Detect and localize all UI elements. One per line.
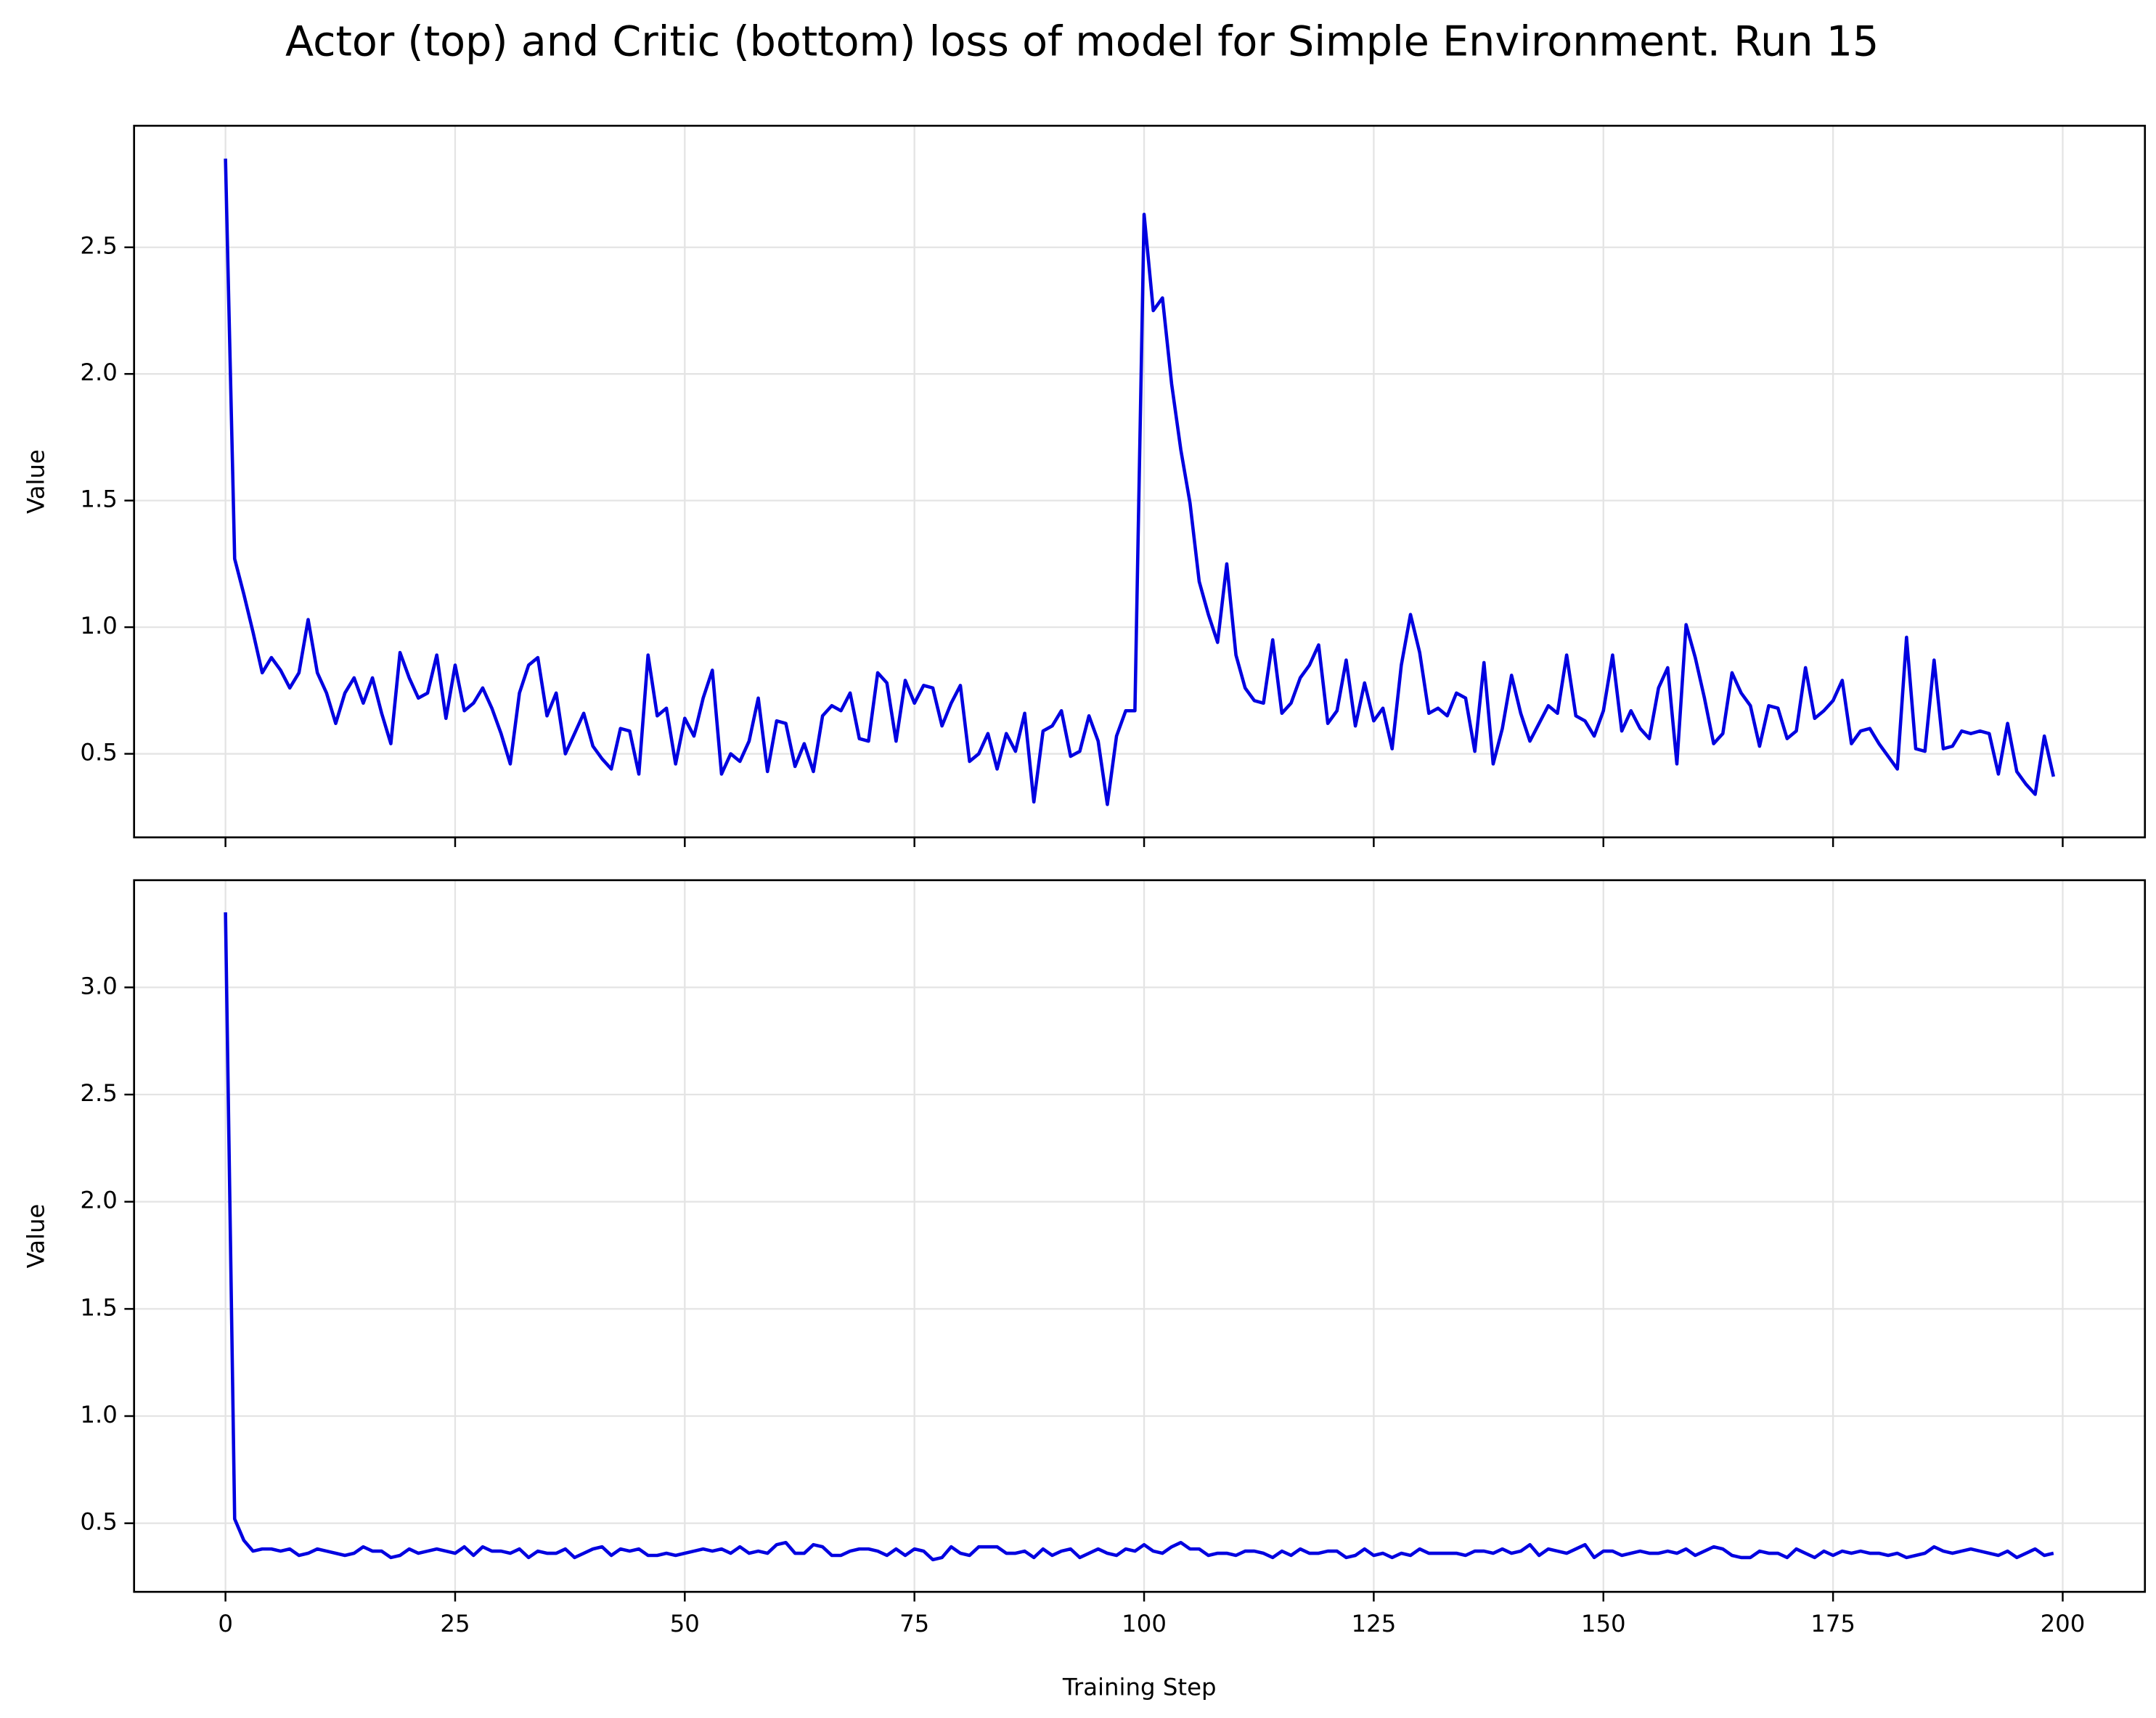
- x-tick-label: 175: [1810, 1610, 1855, 1637]
- x-tick-label: 25: [440, 1610, 470, 1637]
- x-tick-label: 150: [1581, 1610, 1626, 1637]
- x-tick-label: 100: [1122, 1610, 1167, 1637]
- y-tick-label: 3.0: [80, 972, 117, 999]
- y-tick-label: 0.5: [80, 1508, 117, 1536]
- plot-frame: [133, 879, 2147, 1593]
- y-tick-label: 0.5: [80, 739, 117, 766]
- loss-line: [224, 158, 2056, 806]
- y-tick-label: 1.5: [80, 1293, 117, 1321]
- x-tick-label: 50: [670, 1610, 700, 1637]
- y-tick-label: 1.0: [80, 612, 117, 639]
- figure-title: Actor (top) and Critic (bottom) loss of …: [285, 18, 1879, 66]
- x-tick-label: 75: [899, 1610, 929, 1637]
- plot-frame: [133, 124, 2147, 839]
- y-axis-label: Value: [22, 1204, 49, 1269]
- y-tick-label: 2.0: [80, 359, 117, 386]
- loss-line: [224, 912, 2054, 1562]
- x-tick-label: 0: [218, 1610, 233, 1637]
- x-tick-label: 200: [2041, 1610, 2086, 1637]
- y-tick-label: 1.0: [80, 1401, 117, 1428]
- x-axis-label: Training Step: [1062, 1673, 1217, 1701]
- y-tick-label: 1.5: [80, 486, 117, 513]
- y-tick-label: 2.5: [80, 232, 117, 260]
- y-tick-label: 2.5: [80, 1079, 117, 1107]
- x-tick-label: 125: [1352, 1610, 1397, 1637]
- y-axis-label: Value: [22, 449, 49, 514]
- y-tick-label: 2.0: [80, 1187, 117, 1214]
